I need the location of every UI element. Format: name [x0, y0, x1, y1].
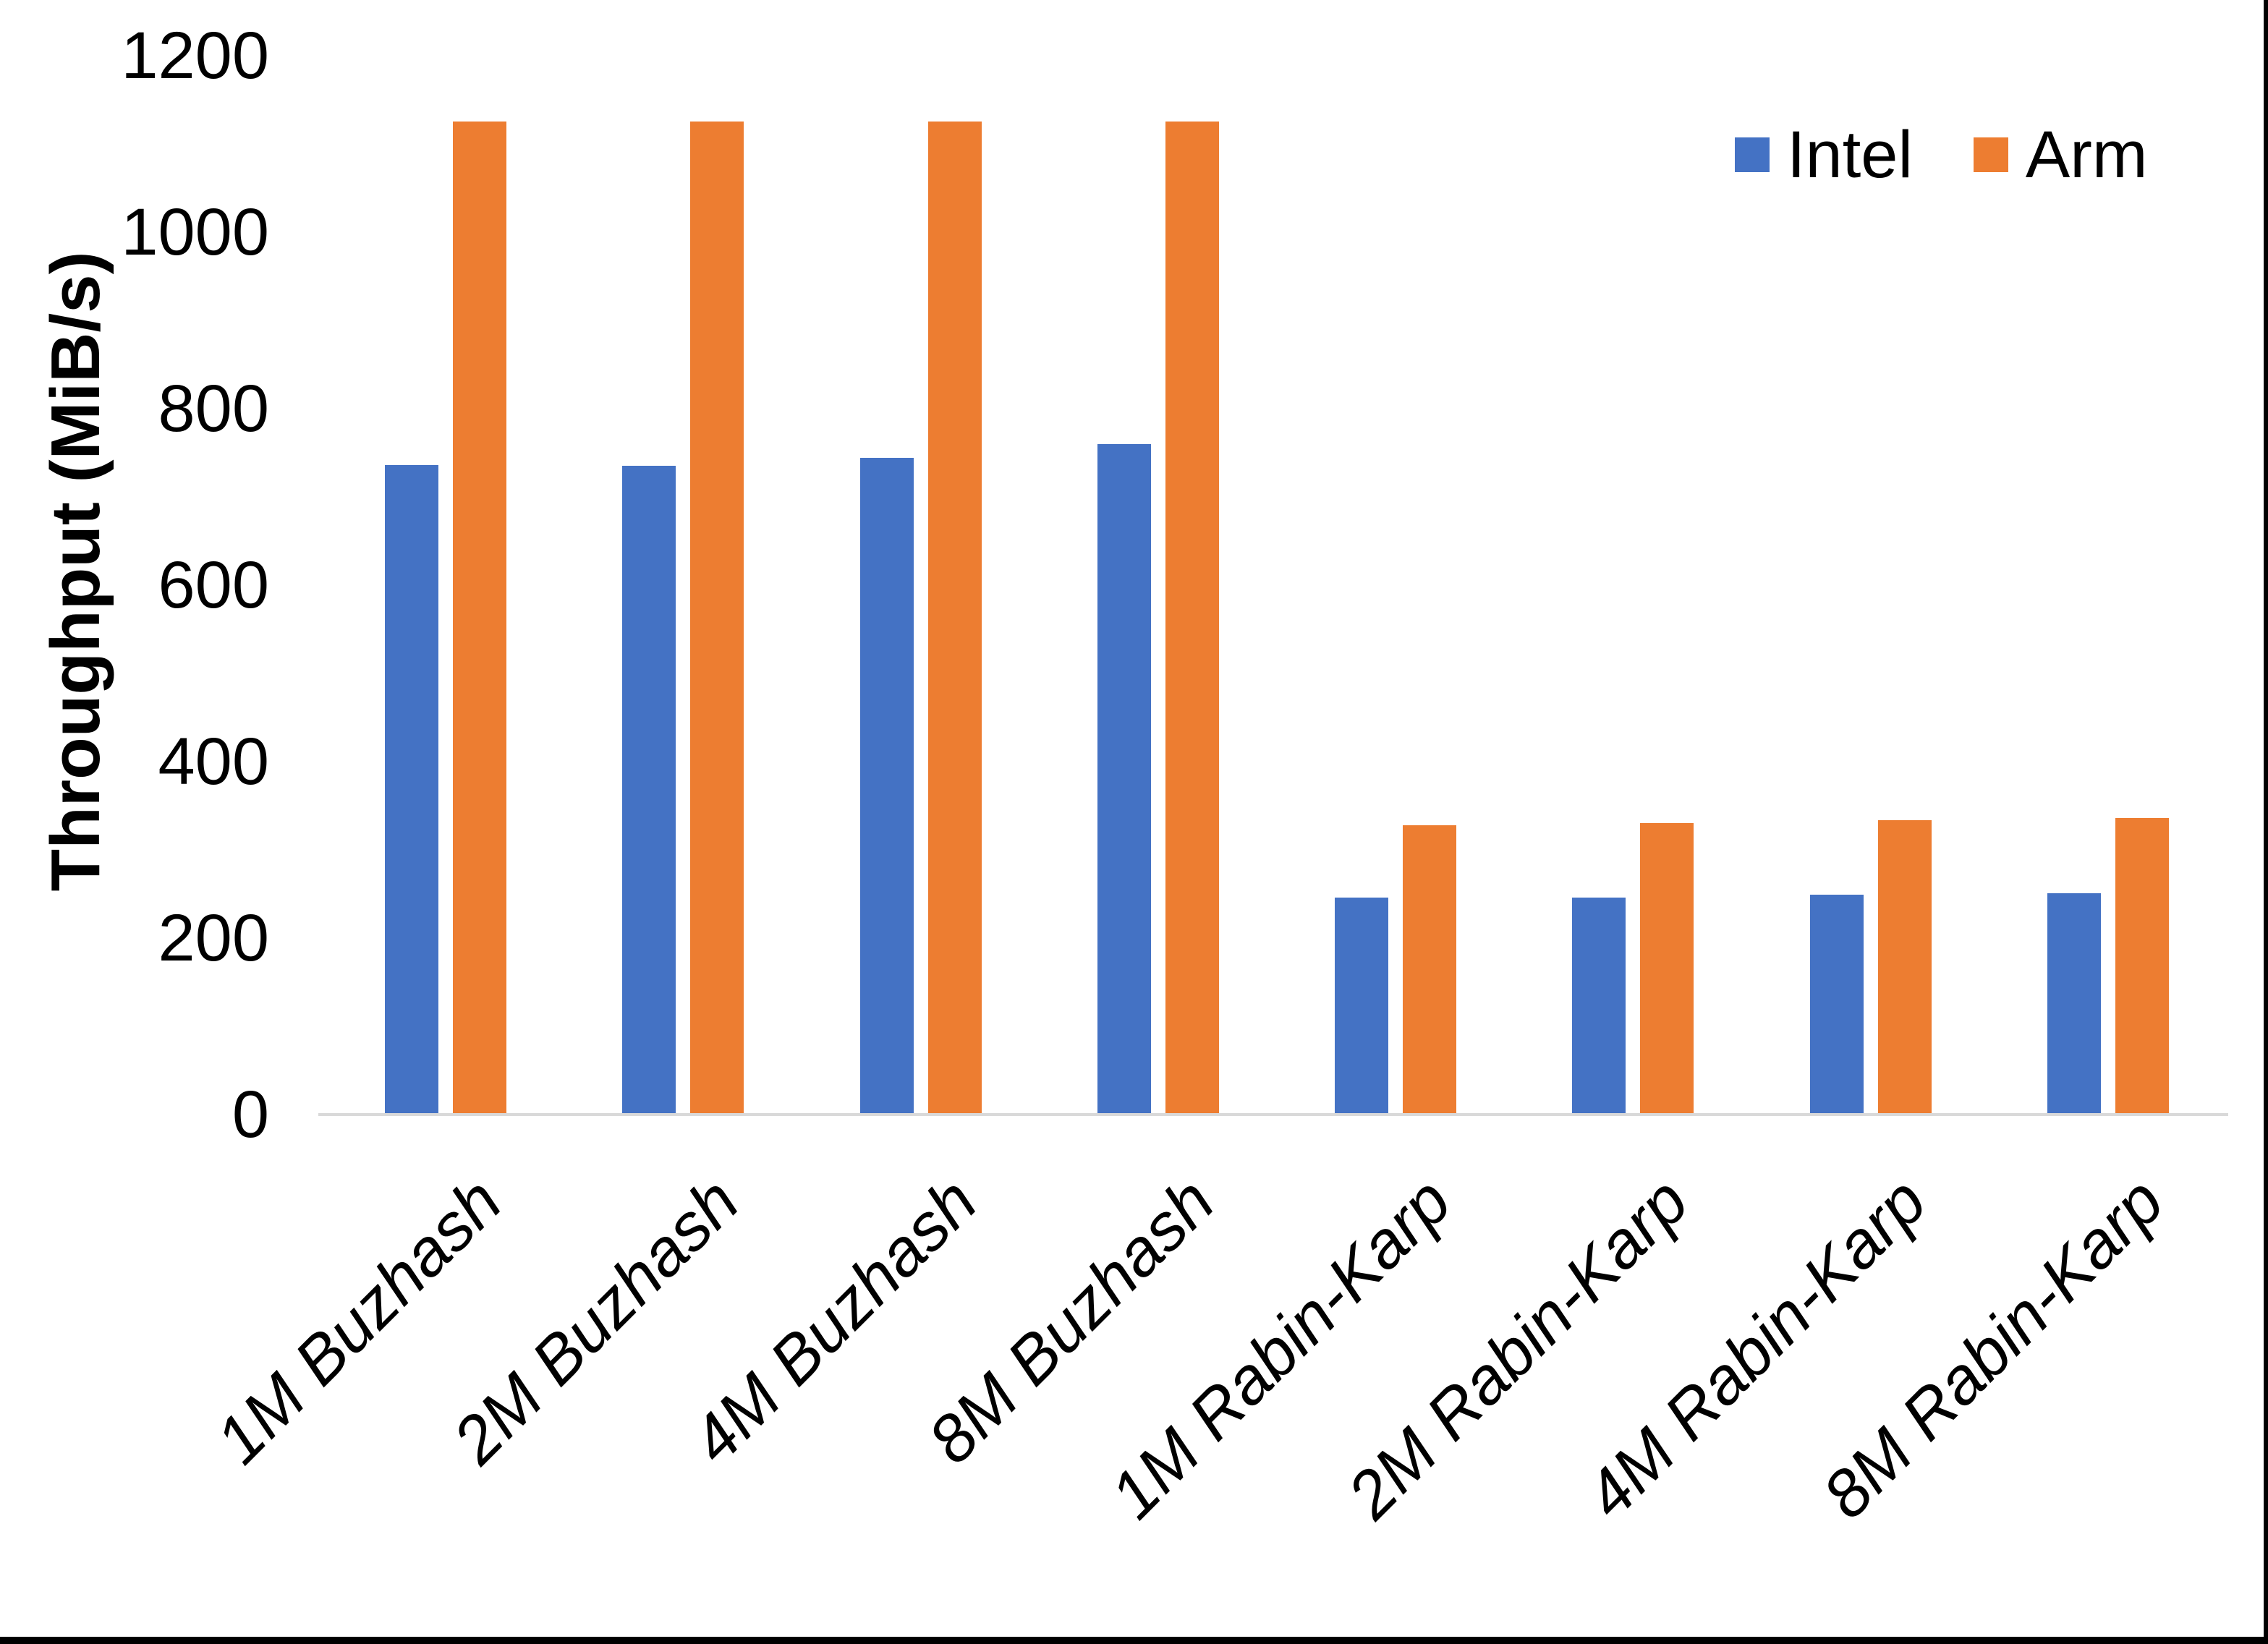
- y-tick-label: 400: [158, 725, 270, 798]
- bar-intel: [622, 466, 676, 1115]
- legend-item-intel: Intel: [1735, 122, 1913, 188]
- legend: Intel Arm: [1735, 122, 2148, 188]
- x-axis-line: [318, 1113, 2228, 1116]
- bar-arm: [690, 122, 744, 1115]
- bar-arm: [2115, 818, 2169, 1115]
- legend-item-arm: Arm: [1973, 118, 2148, 192]
- bar-group-1m-rabin-karp: [1277, 56, 1514, 1115]
- window-edge-bottom: [0, 1637, 2268, 1644]
- y-tick-label: 600: [158, 548, 270, 622]
- bar-arm: [927, 122, 982, 1115]
- bar-intel: [2047, 893, 2101, 1115]
- bar-group-8m-buzhash: [1040, 56, 1277, 1115]
- bar-arm: [1403, 825, 1457, 1115]
- legend-label: Intel: [1787, 118, 1913, 192]
- bar-intel: [1572, 898, 1626, 1115]
- bar-intel: [385, 465, 439, 1115]
- y-tick-label: 800: [158, 372, 270, 446]
- legend-label: Arm: [2025, 118, 2148, 192]
- bar-arm: [1165, 122, 1219, 1115]
- bar-arm: [1877, 820, 1932, 1115]
- bar-arm: [453, 122, 507, 1115]
- bar-intel: [859, 458, 914, 1115]
- plot-area: [327, 56, 2227, 1115]
- bar-group-4m-rabin-karp: [1752, 56, 1989, 1115]
- bar-group-2m-rabin-karp: [1514, 56, 1751, 1115]
- y-tick-label: 1000: [121, 195, 269, 269]
- y-tick-label: 200: [158, 901, 270, 975]
- bar-group-2m-buzhash: [564, 56, 802, 1115]
- bar-intel: [1097, 444, 1151, 1115]
- legend-swatch-arm: [1973, 137, 2008, 172]
- legend-swatch-intel: [1735, 137, 1770, 172]
- bar-group-4m-buzhash: [802, 56, 1040, 1115]
- bar-group-8m-rabin-karp: [1989, 56, 2227, 1115]
- window-edge-right: [2264, 0, 2268, 1644]
- y-tick-label: 0: [232, 1078, 269, 1151]
- bar-group-1m-buzhash: [327, 56, 564, 1115]
- bar-arm: [1640, 823, 1694, 1115]
- y-tick-label: 1200: [121, 19, 269, 93]
- bar-intel: [1335, 898, 1389, 1115]
- bar-intel: [1809, 895, 1864, 1115]
